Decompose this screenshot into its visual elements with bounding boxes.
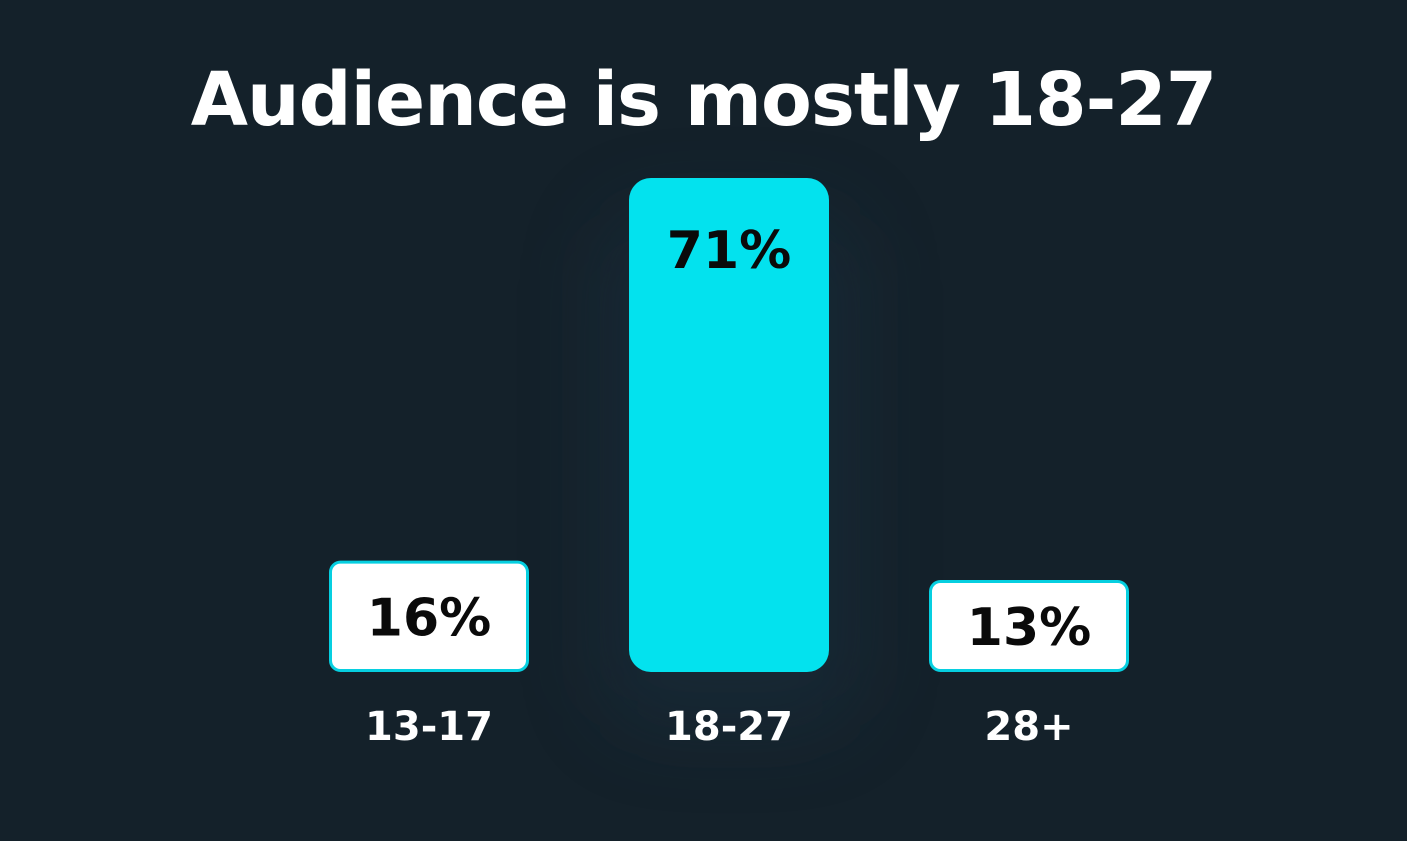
chart-title: Audience is mostly 18-27: [190, 57, 1218, 143]
category-label-18-27: 18-27: [665, 704, 793, 750]
bar-18-27: [629, 178, 829, 672]
category-labels: 13-17 18-27 28+: [365, 704, 1074, 750]
bar-13-17: [329, 560, 529, 673]
value-label-18-27: 71%: [667, 221, 791, 281]
category-label-13-17: 13-17: [365, 704, 493, 750]
bars: [329, 178, 1129, 673]
category-label-28+: 28+: [984, 704, 1073, 750]
value-label-13-17: 16%: [367, 588, 491, 648]
bar-28+: [929, 580, 1129, 672]
value-labels: 16% 71% 13%: [367, 221, 1091, 658]
value-label-28+: 13%: [967, 598, 1091, 658]
